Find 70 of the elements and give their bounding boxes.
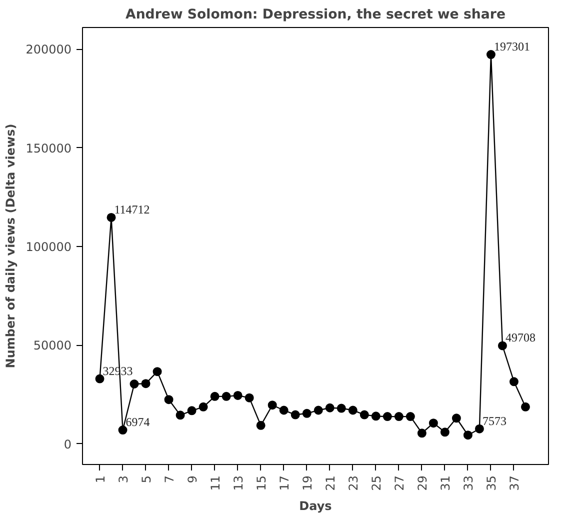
point [360, 410, 369, 420]
point [509, 377, 518, 386]
x-tick-label: 7 [162, 475, 176, 484]
point [233, 390, 242, 400]
point [417, 428, 426, 438]
y-tick-label: 150000 [26, 141, 72, 156]
point [268, 400, 277, 410]
x-tick-label: 23 [346, 475, 360, 491]
x-tick-label: 27 [392, 475, 406, 491]
x-tick-label: 13 [231, 475, 246, 491]
y-tick-label: 50000 [33, 338, 72, 353]
point [498, 341, 507, 350]
point [371, 412, 380, 421]
point [95, 374, 104, 384]
point [302, 408, 312, 418]
x-tick-label: 37 [507, 475, 522, 491]
y-tick-label: 200000 [26, 42, 72, 57]
x-tick-label: 9 [185, 475, 200, 484]
point [428, 418, 438, 428]
data-label: 7573 [482, 414, 506, 428]
point [520, 402, 530, 412]
point [486, 50, 496, 60]
point [406, 412, 415, 422]
x-tick-label: 11 [208, 475, 222, 491]
point [198, 402, 208, 412]
data-label: 6974 [126, 415, 150, 430]
point [290, 410, 300, 420]
y-tick-label: 0 [64, 437, 72, 452]
point [222, 392, 231, 401]
point [210, 392, 220, 401]
point [187, 406, 196, 416]
point [152, 367, 162, 376]
x-tick-label: 1 [93, 475, 108, 484]
point [106, 212, 116, 222]
point [440, 428, 450, 437]
x-tick-label: 33 [461, 475, 476, 491]
point [336, 404, 346, 413]
point [279, 406, 288, 415]
chart-title: Andrew Solomon: Depression, the secret we share [126, 8, 506, 22]
point [382, 412, 392, 422]
x-tick-label: 17 [277, 475, 292, 491]
data-label: 197301 [494, 40, 530, 54]
point [130, 380, 139, 388]
point [141, 379, 150, 388]
data-label: 49708 [505, 330, 536, 345]
x-tick-label: 5 [139, 475, 154, 484]
x-tick-label: 31 [438, 475, 452, 491]
y-tick-label: 100000 [26, 240, 72, 254]
point [325, 403, 334, 412]
x-tick-label: 19 [300, 475, 314, 491]
point [164, 395, 174, 404]
point [314, 406, 323, 415]
point [244, 393, 254, 402]
x-tick-label: 3 [116, 475, 130, 484]
data-label: 114712 [114, 202, 150, 216]
point [394, 412, 404, 422]
point [463, 430, 472, 440]
x-tick-label: 29 [415, 475, 430, 491]
x-tick-label: 25 [369, 475, 384, 491]
x-tick-label: 21 [323, 475, 338, 491]
point [176, 410, 185, 420]
point [452, 414, 461, 423]
y-axis-title: Number of daily views (Delta views) [4, 124, 18, 368]
x-axis-title: Days [299, 498, 332, 513]
point [348, 406, 358, 415]
x-tick-label: 35 [484, 475, 498, 491]
point [256, 420, 266, 430]
x-tick-label: 15 [254, 475, 268, 491]
point [474, 424, 484, 434]
point [118, 426, 128, 435]
